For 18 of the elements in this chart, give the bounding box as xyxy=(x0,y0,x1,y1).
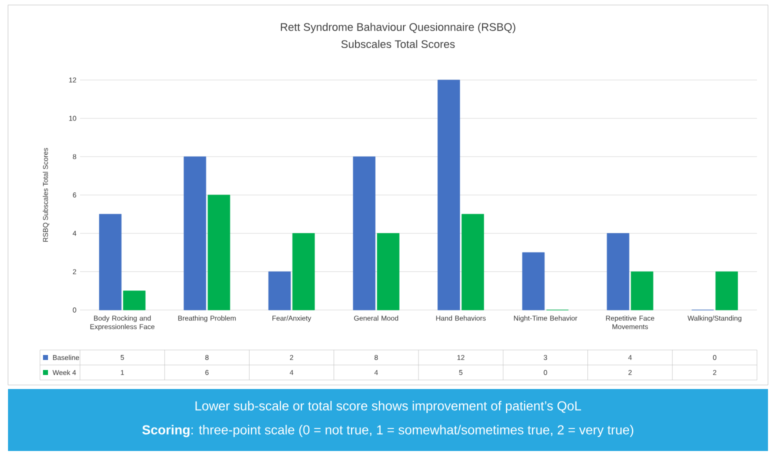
bar xyxy=(184,156,206,310)
bar xyxy=(352,156,376,310)
bar xyxy=(292,233,315,310)
bar xyxy=(606,233,630,310)
bar xyxy=(630,271,654,310)
text: Scoring: three-point scale (0 = not true, 1 = somewhat/sometimes true, 2 = very true) xyxy=(142,424,634,438)
bar xyxy=(268,271,291,310)
bar xyxy=(376,233,400,310)
bar xyxy=(715,271,738,310)
chart-title: Rett Syndrome Bahaviour Quesionnaire (RSBQ) xyxy=(280,22,516,34)
bar xyxy=(462,214,484,310)
bar xyxy=(522,252,545,310)
chart-subtitle: Subscales Total Scores xyxy=(341,40,455,48)
bar xyxy=(438,80,460,310)
bar xyxy=(99,214,122,310)
bar xyxy=(123,290,146,310)
bar xyxy=(208,194,230,310)
text: Lower sub-scale or total score shows improvement of patient’s QoL xyxy=(196,400,582,414)
